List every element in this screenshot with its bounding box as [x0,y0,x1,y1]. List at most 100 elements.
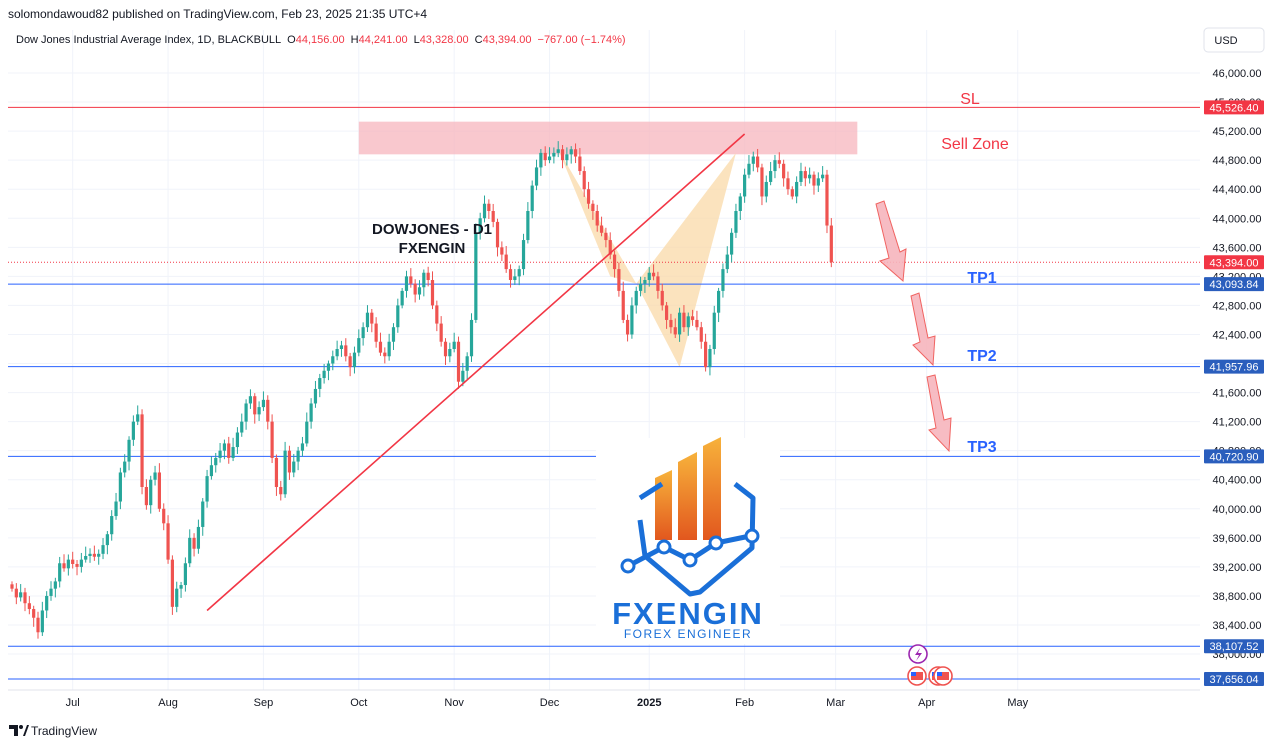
candle [569,146,573,164]
price-tick-label: 39,200.00 [1213,562,1262,574]
candle [795,176,799,204]
pattern-leg-2[interactable] [636,152,736,368]
price-tick-label: 41,600.00 [1213,388,1262,400]
candle [84,546,88,563]
candle [123,454,127,478]
candle [365,305,370,333]
symbol-title: Dow Jones Industrial Average Index, 1D, … [16,34,626,46]
candle [400,287,404,309]
svg-text:38,107.52: 38,107.52 [1210,641,1259,653]
candle [140,409,144,495]
projection-arrow-3[interactable] [926,374,952,453]
candle [66,554,70,576]
price-tick-label: 40,400.00 [1213,475,1262,487]
candle [75,559,79,576]
candle [625,314,630,342]
candle [517,265,521,286]
candle [526,202,530,244]
time-tick-label: Aug [158,697,178,709]
candle [495,218,500,257]
price-axis[interactable]: 46,000.0045,600.0045,200.0044,800.0044,4… [1213,68,1262,661]
candle [695,310,699,331]
candle [643,276,647,293]
candle [205,469,209,508]
candle [10,581,14,592]
projection-arrow-1[interactable] [875,200,907,283]
candle [504,246,508,273]
candle [530,180,534,219]
sell-zone-box[interactable] [358,121,858,155]
chart-label-line1: DOWJONES - D1 [372,221,492,238]
candle [149,475,153,514]
currency-button[interactable] [1203,27,1265,53]
candle [257,401,261,421]
candle [404,270,409,298]
candle [36,611,40,639]
candle [45,591,49,619]
chart-label-line2: FXENGIN [399,240,466,257]
candle [335,340,339,361]
candle [131,415,135,446]
candle [677,307,682,342]
candle [214,452,218,473]
candle [756,148,760,173]
candle [53,577,57,598]
price-tag: 45,526.40 [1204,100,1264,115]
logo-sub-text: FOREX ENGINEER [624,627,752,641]
candle [435,300,439,332]
candle [812,171,816,195]
candle [261,391,266,412]
candle [105,531,109,555]
candle [313,380,318,408]
candle [461,362,465,387]
candle [201,498,205,536]
time-axis[interactable]: Jul Aug Sep Oct Nov Dec 2025 Feb Mar Apr May [66,697,1029,709]
candle [92,545,96,561]
svg-text:41,957.96: 41,957.96 [1210,362,1259,374]
time-tick-label: Jul [66,697,80,709]
candle [309,398,313,429]
trendline[interactable] [206,133,746,612]
candle [422,269,426,297]
tp2-label: TP2 [967,348,996,365]
candle [456,336,461,389]
event-icons[interactable] [907,644,953,686]
candle [88,548,92,563]
projection-arrows[interactable] [875,200,952,453]
candle [49,581,53,601]
candle [188,529,192,568]
candle [790,186,794,200]
time-tick-label: Apr [918,697,935,709]
candle [227,436,231,464]
time-tick-label: Dec [540,697,560,709]
logo-main-text: FXENGIN [612,596,764,631]
sl-label: SL [960,91,980,108]
candle [751,151,755,172]
candle [114,492,118,520]
candle [326,360,331,381]
projection-arrow-2[interactable] [910,292,936,367]
candle [543,146,547,166]
candle [699,321,703,349]
candle [656,271,660,299]
candle [40,601,44,636]
candle [521,233,526,276]
candle [777,152,781,169]
candle [539,148,543,176]
price-tag: 38,107.52 [1204,639,1264,654]
candle [344,338,348,362]
candle [283,441,287,498]
price-tick-label: 42,800.00 [1213,300,1262,312]
price-tick-label: 44,800.00 [1213,155,1262,167]
price-tag: 43,394.00 [1204,255,1264,270]
candle [673,318,677,339]
candle [127,436,131,471]
candle [274,454,279,496]
candle [170,555,174,615]
candle [743,168,747,203]
candle [586,181,591,209]
candle [352,346,357,374]
candle [23,587,27,612]
tradingview-logo [9,725,29,736]
